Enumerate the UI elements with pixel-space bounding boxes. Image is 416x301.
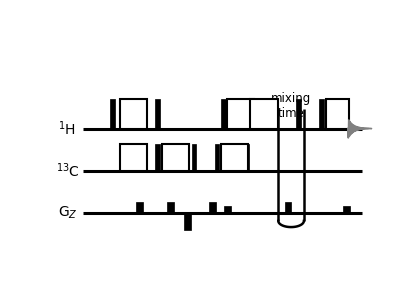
Bar	[162, 144, 189, 171]
Bar	[319, 99, 324, 129]
Bar	[343, 206, 349, 213]
Bar	[244, 144, 249, 171]
Bar	[120, 144, 147, 171]
Bar	[155, 144, 160, 171]
Bar	[110, 99, 115, 129]
Bar	[265, 99, 270, 129]
Text: G$_Z$: G$_Z$	[58, 205, 78, 222]
Text: $^{13}$C: $^{13}$C	[56, 162, 80, 180]
Bar	[224, 206, 231, 213]
Bar	[120, 99, 147, 129]
Bar	[208, 203, 215, 213]
Bar	[215, 144, 219, 171]
Bar	[136, 203, 143, 213]
Text: $^{1}$H: $^{1}$H	[58, 119, 76, 138]
Bar	[221, 99, 225, 129]
Bar	[155, 99, 160, 129]
Bar	[191, 144, 196, 171]
Bar	[244, 99, 249, 129]
Bar	[167, 203, 173, 213]
Bar	[250, 99, 277, 129]
Bar	[296, 99, 301, 129]
Bar	[221, 144, 248, 171]
Bar	[227, 99, 254, 129]
Text: mixing
time: mixing time	[270, 92, 311, 119]
Bar	[184, 213, 191, 230]
Bar	[285, 203, 292, 213]
Bar	[326, 99, 349, 129]
